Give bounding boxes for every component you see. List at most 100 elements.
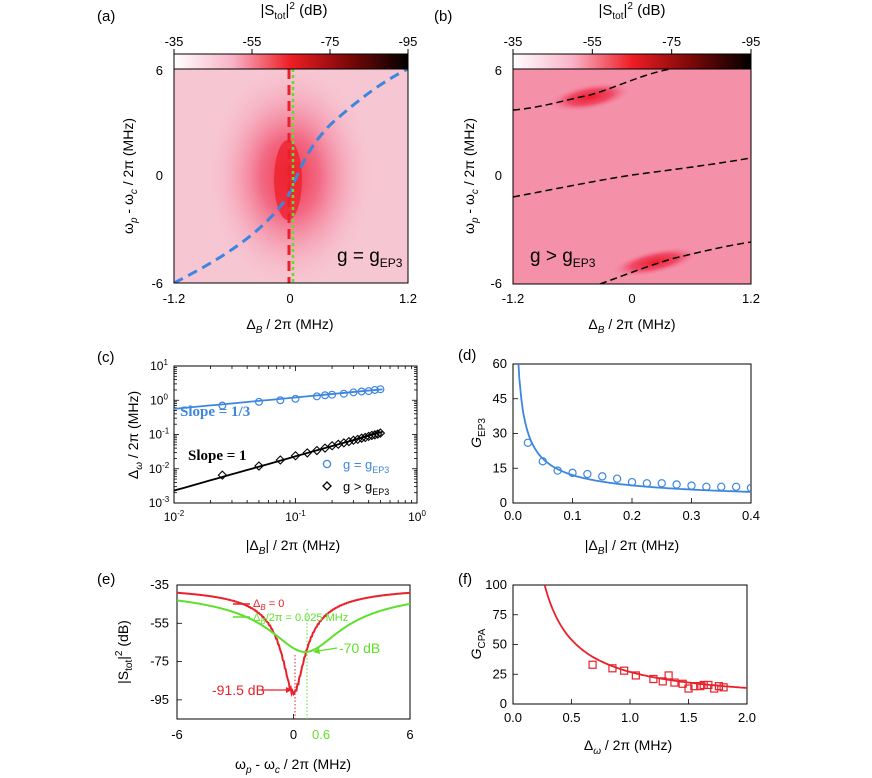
xtick-b-1: -1.2 [502,291,524,306]
data-point-d [702,482,711,491]
xtick-b-2: 0 [628,291,635,306]
data-point-d [538,457,547,466]
colorbar-title-b: |Stot|2 (dB) [598,1,665,22]
data-point-d [627,477,637,487]
data-point-d [612,474,622,483]
data-point-gt-ep3 [275,455,286,465]
panel-label-e: (e) [97,571,115,588]
fit-line-c [174,388,383,410]
data-point-ep3 [254,397,263,406]
data-point-gt-ep3 [290,450,301,461]
ylabel-e: |Stot|2 (dB) [114,620,135,684]
ytick-label-e: -55 [150,615,169,630]
ytick-a-2: 0 [156,168,163,183]
ytick-b-1: 6 [495,63,502,78]
ytick-label-f: 75 [493,607,507,622]
xtick-a-1: -1.2 [163,291,185,306]
data-point-f [649,674,658,684]
xtick-extra-e: 0.6 [312,727,330,742]
panel-label-c: (c) [97,349,115,366]
data-point-gt-ep3 [352,434,363,445]
xlabel-b: ΔB / 2π (MHz) [588,316,675,336]
ytick-label-f: 100 [485,577,507,592]
resonance-core-a [274,140,302,220]
slope-label-blue: Slope = 1/3 [180,404,250,420]
xlabel-a: ΔB / 2π (MHz) [246,316,333,336]
middle-branch-b [513,157,751,198]
panel-label-a: (a) [97,8,115,25]
frame-a [173,68,409,284]
data-point-ep3 [339,389,348,398]
panel-e: -35 -55 -75 -95 -6 0 6 ΔB = 0 ΔB/2π = 0.025 MH… [114,577,414,776]
ylabel-b: ωp - ωc / 2π (MHz) [461,118,481,234]
xlabel-c: |ΔB| / 2π (MHz) [246,537,340,557]
xlabel-f: Δω / 2π (MHz) [584,737,672,757]
data-point-d [642,479,652,488]
data-point-gt-ep3 [254,461,264,471]
lower-branch-b [599,241,751,284]
data-point-ep3 [328,390,337,399]
data-point-f [664,671,673,680]
legend-label-ep3: g = gEP3 [343,457,389,475]
frame-d [512,363,752,504]
data-point-d [746,483,751,493]
xtick-a-2: 0 [286,291,293,306]
xtick-label-f: 0.5 [562,710,580,725]
ytick-label-d: 0 [500,495,507,510]
ytick-label-c: 10-3 [149,495,170,510]
legend-label-red-e: ΔB = 0 [253,598,284,612]
xtick-label-c: 100 [408,509,426,524]
ytick-b-3: -6 [490,276,502,291]
frame-b [512,68,752,285]
data-point-ep3 [218,401,227,410]
xtick-a-3: 1.2 [399,291,417,306]
data-point-f [719,683,728,692]
xlabel-d: |ΔB| / 2π (MHz) [585,537,679,557]
ytick-label-c: 100 [150,392,168,407]
curve-delta-b-0025 [177,599,410,653]
data-point-f [658,677,667,686]
ylabel-f: GCPA [468,628,488,659]
dispersion-curve-a [174,69,408,283]
data-point-gt-ep3 [372,429,383,439]
ylabel-a: ωp - ωc / 2π (MHz) [120,118,140,234]
data-point-d [598,472,607,481]
colorbar-b [512,53,752,70]
ylabel-d: GEP3 [468,418,488,448]
data-point-gt-ep3 [344,436,354,447]
data-point-d [568,468,577,478]
data-point-f [690,682,699,691]
xlabel-e: ωp - ωc / 2π (MHz) [235,756,351,776]
data-point-d [687,481,696,490]
data-point-d [523,438,533,447]
xtick-label-f: 2.0 [738,710,756,725]
data-point-ep3 [276,396,285,405]
ytick-label-e: -35 [150,577,169,592]
data-point-d [553,466,562,475]
xtick-label-c: 10-1 [285,509,306,524]
data-point-gt-ep3 [339,438,349,448]
ytick-label-d: 30 [493,426,507,441]
data-point-ep3 [349,388,358,397]
ytick-label-d: 60 [493,356,507,371]
xtick-label-c: 10-2 [164,509,185,524]
legend-marker-circle [322,459,332,469]
ytick-label-d: 45 [493,391,507,406]
data-point-f [699,680,708,690]
colorbar-tick-label: -55 [583,34,602,49]
data-point-f [684,684,693,693]
annotation-min-green: -70 dB [339,640,380,656]
data-point-ep3 [312,392,321,401]
panel-a: |Stot|2 (dB) -35 -55 -75 -95 g = gEP3 6 0 -… [120,1,417,336]
data-point-ep3 [376,385,385,394]
xtick-label-e: -6 [171,727,183,742]
ylabel-c: Δω / 2π (MHz) [125,391,145,479]
curve-delta-b-0 [177,591,410,698]
data-point-gt-ep3 [302,448,313,458]
colorbar-tick-label: -35 [504,34,523,49]
xtick-label-f: 0.0 [504,710,522,725]
data-point-gt-ep3 [356,433,367,443]
